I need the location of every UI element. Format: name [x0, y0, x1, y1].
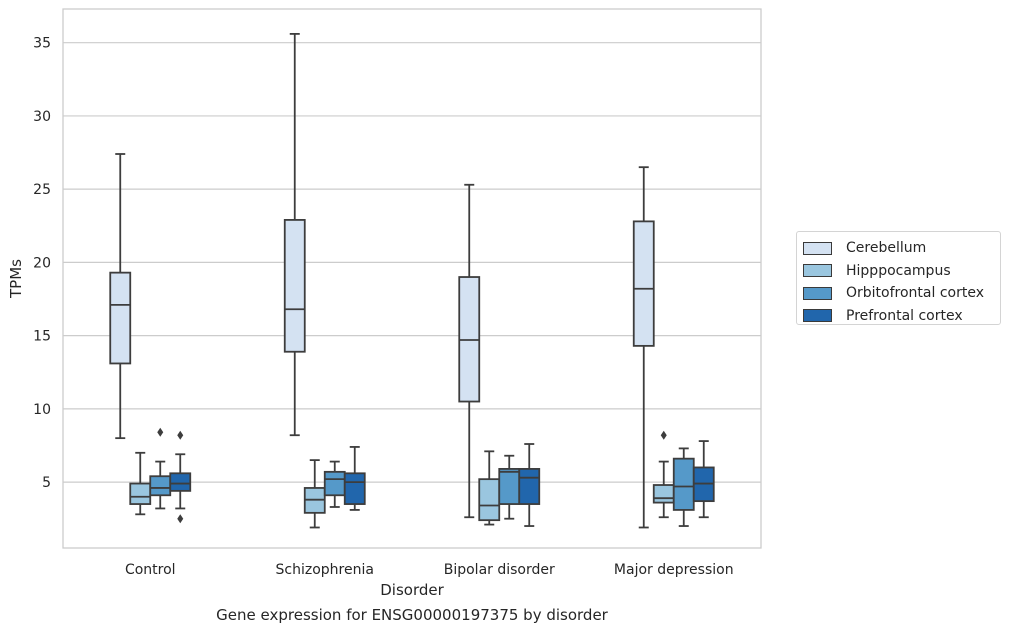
- box-prefrontal-cortex: [518, 443, 541, 527]
- gridlines: [63, 42, 761, 483]
- box-iqr: [169, 472, 192, 492]
- legend-swatch: [803, 309, 832, 323]
- box-cerebellum: [109, 153, 132, 440]
- box-iqr: [498, 468, 521, 505]
- outlier-point: [177, 514, 184, 524]
- legend-swatch: [803, 241, 832, 255]
- x-tick-label: Major depression: [614, 562, 734, 578]
- box-iqr: [632, 220, 655, 347]
- box-orbitofrontal-cortex: [149, 427, 172, 510]
- box-hipppocampus: [652, 430, 675, 519]
- legend-label: Cerebellum: [846, 240, 927, 257]
- y-tick-label: 30: [33, 109, 51, 125]
- box-hipppocampus: [129, 451, 152, 516]
- y-tick-label: 15: [33, 329, 51, 345]
- legend-item-orbitofrontal: Orbitofrontal cortex: [803, 282, 1000, 305]
- outlier-point: [177, 430, 184, 440]
- box-iqr: [129, 482, 152, 505]
- box-iqr: [652, 484, 675, 504]
- box-orbitofrontal-cortex: [323, 460, 346, 508]
- x-tick-label: Control: [125, 562, 176, 578]
- x-axis-label: Disorder: [380, 581, 444, 599]
- box-prefrontal-cortex: [169, 430, 192, 524]
- box-iqr: [343, 472, 366, 505]
- legend: Cerebellum Hipppocampus Orbitofrontal co…: [796, 231, 1001, 325]
- box-iqr: [478, 478, 501, 522]
- box-iqr: [518, 468, 541, 505]
- y-axis-ticks: 5 10 15 20 25 30 35: [33, 36, 51, 491]
- outlier-point: [660, 430, 667, 440]
- box-hipppocampus: [478, 450, 501, 526]
- box-iqr: [283, 219, 306, 353]
- x-tick-label: Bipolar disorder: [444, 562, 555, 578]
- box-cerebellum: [458, 183, 481, 519]
- box-series: [109, 32, 715, 529]
- box-orbitofrontal-cortex: [672, 447, 695, 527]
- y-tick-label: 20: [33, 255, 51, 271]
- chart-caption: Gene expression for ENSG00000197375 by d…: [216, 606, 608, 624]
- legend-swatch: [803, 286, 832, 300]
- legend-label: Hipppocampus: [846, 262, 951, 279]
- y-tick-label: 5: [42, 475, 51, 491]
- box-prefrontal-cortex: [692, 440, 715, 519]
- box-iqr: [149, 475, 172, 497]
- box-orbitofrontal-cortex: [498, 454, 521, 520]
- legend-label: Orbitofrontal cortex: [846, 285, 984, 302]
- box-iqr: [109, 271, 132, 365]
- box-cerebellum: [283, 32, 306, 437]
- legend-item-prefrontal: Prefrontal cortex: [803, 305, 1000, 328]
- box-prefrontal-cortex: [343, 446, 366, 511]
- y-tick-label: 35: [33, 36, 51, 52]
- box-iqr: [323, 470, 346, 497]
- y-tick-label: 10: [33, 402, 51, 418]
- box-cerebellum: [632, 166, 655, 529]
- x-tick-label: Schizophrenia: [276, 562, 374, 578]
- legend-item-hippocampus: Hipppocampus: [803, 260, 1000, 283]
- x-axis-ticks: Control Schizophrenia Bipolar disorder Majo…: [125, 562, 734, 578]
- legend-item-cerebellum: Cerebellum: [803, 237, 1000, 260]
- legend-label: Prefrontal cortex: [846, 307, 963, 324]
- box-iqr: [672, 457, 695, 511]
- plot-frame: [62, 8, 762, 549]
- box-hipppocampus: [303, 459, 326, 529]
- y-tick-label: 25: [33, 182, 51, 198]
- outlier-point: [157, 427, 164, 437]
- y-axis-label: TPMs: [7, 259, 25, 299]
- legend-swatch: [803, 264, 832, 278]
